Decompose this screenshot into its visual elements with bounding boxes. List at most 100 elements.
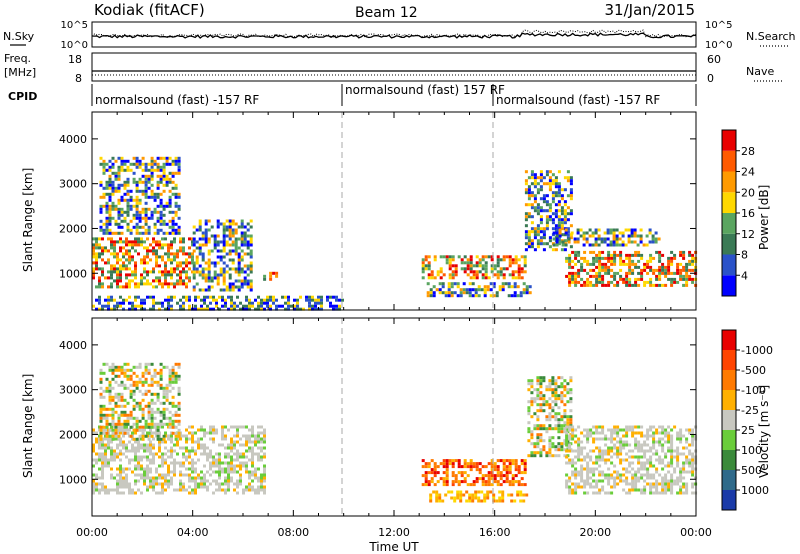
time-tick-label: 16:00 (479, 526, 511, 539)
data-cell (592, 491, 596, 495)
data-cell (185, 264, 188, 268)
data-cell (460, 258, 464, 262)
data-cell (159, 192, 163, 196)
data-cell (646, 458, 650, 462)
data-cell (539, 206, 543, 210)
data-cell (95, 476, 98, 480)
data-cell (134, 285, 137, 289)
data-cell (188, 455, 191, 459)
data-cell (105, 225, 109, 229)
data-cell (640, 476, 644, 480)
data-cell (548, 397, 552, 401)
data-cell (120, 165, 124, 169)
data-cell (507, 294, 511, 298)
data-cell (156, 395, 160, 399)
data-cell (284, 307, 287, 311)
nsky-trace (91, 32, 697, 39)
data-cell (144, 365, 148, 369)
data-cell (200, 304, 203, 308)
data-cell (188, 485, 191, 489)
data-cell (117, 374, 121, 378)
data-cell (188, 479, 191, 483)
data-cell (114, 434, 118, 438)
data-cell (144, 192, 148, 196)
data-cell (99, 380, 103, 384)
data-cell (536, 245, 540, 249)
data-cell (158, 476, 161, 480)
data-cell (119, 249, 122, 253)
data-cell (114, 428, 118, 432)
data-cell (224, 470, 227, 474)
data-cell (176, 440, 179, 444)
data-cell (132, 177, 136, 181)
data-cell (188, 252, 191, 256)
data-cell (236, 485, 239, 489)
data-cell (143, 270, 146, 274)
data-cell (539, 218, 543, 222)
data-cell (499, 270, 503, 274)
data-cell (667, 425, 671, 429)
data-cell (132, 383, 136, 387)
data-cell (613, 271, 617, 275)
data-cell (475, 276, 479, 280)
data-cell (501, 496, 505, 500)
data-cell (185, 261, 188, 265)
data-cell (119, 470, 122, 474)
data-cell (619, 250, 623, 254)
data-cell (533, 194, 537, 198)
data-cell (194, 298, 197, 302)
data-cell (622, 262, 626, 266)
data-cell (95, 285, 98, 289)
data-cell (231, 258, 235, 262)
data-cell (536, 439, 540, 443)
data-cell (92, 488, 95, 492)
data-cell (110, 473, 113, 477)
data-cell (156, 192, 160, 196)
data-cell (499, 273, 503, 277)
data-cell (107, 464, 110, 468)
data-cell (149, 440, 152, 444)
data-cell (688, 259, 692, 263)
data-cell (173, 255, 176, 259)
data-cell (580, 268, 584, 272)
data-cell (128, 301, 131, 305)
data-cell (102, 389, 106, 393)
data-cell (116, 258, 119, 262)
data-cell (125, 243, 128, 247)
data-cell (616, 431, 620, 435)
data-cell (616, 440, 620, 444)
data-cell (150, 156, 154, 160)
data-cell (165, 416, 169, 420)
data-cell (143, 446, 146, 450)
data-cell (92, 428, 95, 432)
data-cell (219, 270, 223, 274)
data-cell (576, 231, 580, 235)
data-cell (140, 458, 143, 462)
data-cell (646, 265, 650, 269)
data-cell (108, 386, 112, 390)
data-cell (237, 255, 241, 259)
data-cell (129, 231, 133, 235)
data-cell (113, 279, 116, 283)
data-cell (122, 440, 125, 444)
data-cell (188, 476, 191, 480)
data-cell (224, 476, 227, 480)
data-cell (129, 168, 133, 172)
data-cell (188, 298, 191, 302)
data-cell (107, 270, 110, 274)
colorbar-tick-label: -500 (741, 364, 766, 377)
data-cell (150, 410, 154, 414)
data-cell (514, 261, 518, 265)
data-cell (114, 410, 118, 414)
data-cell (631, 482, 635, 486)
colorbar-swatch (722, 254, 736, 276)
data-cell (224, 434, 227, 438)
data-cell (98, 455, 101, 459)
data-cell (625, 428, 629, 432)
data-cell (230, 437, 233, 441)
data-cell (230, 298, 233, 302)
data-cell (565, 443, 569, 447)
data-cell (177, 365, 181, 369)
data-cell (542, 182, 546, 186)
data-cell (649, 277, 653, 281)
